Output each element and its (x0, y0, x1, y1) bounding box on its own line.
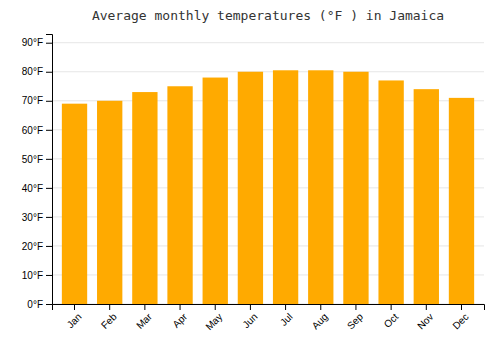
bar (238, 72, 263, 304)
y-tick-label: 70°F (22, 95, 43, 106)
y-tick-label: 20°F (22, 241, 43, 252)
y-tick: 60°F (22, 125, 52, 136)
y-tick: 70°F (22, 95, 52, 106)
x-tick-label: Aug (310, 311, 330, 331)
y-tick-label: 50°F (22, 154, 43, 165)
x-tick-label: Dec (450, 311, 470, 331)
y-tick-mark (46, 43, 52, 44)
x-tick-label: Oct (382, 311, 401, 330)
bar (132, 92, 157, 304)
y-tick-mark (46, 101, 52, 102)
x-tick-mark (355, 304, 356, 310)
bar (167, 86, 192, 304)
y-axis-line (46, 35, 53, 305)
grid (52, 43, 484, 304)
x-tick-mark (391, 304, 392, 310)
x-tick-label: Jan (65, 311, 84, 330)
x-axis-line (53, 305, 485, 311)
title: Average monthly temperatures (°F ) in Ja… (92, 8, 444, 23)
x-tick: Sep (345, 304, 366, 331)
y-tick-label: 60°F (22, 125, 43, 136)
x-tick: Feb (99, 304, 119, 331)
bar (273, 70, 298, 304)
y-tick-label: 10°F (22, 270, 43, 281)
x-axis: Jan Feb Mar Apr May Jun Jul Aug Sep Oct Nov Dec (53, 304, 485, 332)
x-tick-label: Nov (415, 311, 435, 331)
y-tick-label: 90°F (22, 37, 43, 48)
x-tick-label: Jul (278, 311, 295, 328)
y-tick-mark (46, 130, 52, 131)
bar (378, 80, 403, 304)
x-tick: Aug (310, 304, 330, 331)
x-tick: May (203, 304, 224, 332)
x-tick: Apr (170, 304, 189, 330)
x-tick-label: May (203, 311, 224, 332)
y-tick: 10°F (22, 270, 52, 281)
bar (203, 78, 228, 304)
x-tick-label: Apr (170, 311, 189, 330)
x-tick-mark (285, 304, 286, 310)
y-tick: 40°F (22, 183, 52, 194)
x-tick: Mar (134, 304, 154, 331)
bar (414, 89, 439, 304)
x-tick-mark (426, 304, 427, 310)
y-tick: 30°F (22, 212, 52, 223)
x-tick-label: Sep (345, 311, 366, 332)
x-tick-mark (215, 304, 216, 310)
bar (449, 98, 474, 304)
x-tick-label: Mar (134, 311, 154, 331)
x-tick-mark (144, 304, 145, 310)
y-tick-mark (46, 188, 52, 189)
y-tick-label: 30°F (22, 212, 43, 223)
x-tick: Oct (382, 304, 401, 330)
x-tick-mark (320, 304, 321, 310)
y-tick-label: 80°F (22, 66, 43, 77)
y-tick: 90°F (22, 37, 52, 48)
y-tick-mark (46, 217, 52, 218)
x-tick-label: Jun (240, 311, 259, 330)
plot: 0°F 10°F 20°F 30°F 40°F 50°F 60°F 70°F 80°F 90°F J… (22, 35, 485, 333)
x-tick: Jun (240, 304, 259, 330)
bar (62, 104, 87, 304)
bar (308, 70, 333, 304)
x-tick-mark (180, 304, 181, 310)
y-tick: 20°F (22, 241, 52, 252)
y-tick-mark (46, 304, 52, 305)
y-tick-mark (46, 72, 52, 73)
y-tick: 50°F (22, 154, 52, 165)
x-tick: Jan (65, 304, 84, 330)
x-tick-mark (74, 304, 75, 310)
grid-line (52, 42, 484, 43)
y-tick-label: 0°F (27, 299, 43, 310)
x-tick: Dec (450, 304, 470, 331)
y-tick-label: 40°F (22, 183, 43, 194)
bar (97, 101, 122, 304)
y-tick: 80°F (22, 66, 52, 77)
y-axis: 0°F 10°F 20°F 30°F 40°F 50°F 60°F 70°F 80°F 90°F (22, 35, 53, 310)
y-tick-mark (46, 246, 52, 247)
y-tick-mark (46, 275, 52, 276)
grid-line (52, 71, 484, 72)
x-tick-mark (250, 304, 251, 310)
y-tick: 0°F (27, 299, 52, 310)
x-tick-label: Feb (99, 311, 119, 331)
bar (343, 72, 368, 304)
x-tick: Jul (278, 304, 295, 328)
chart: 0°F 10°F 20°F 30°F 40°F 50°F 60°F 70°F 80°F 90°F J… (0, 0, 500, 350)
x-tick-mark (109, 304, 110, 310)
bars (62, 70, 474, 304)
x-tick-mark (461, 304, 462, 310)
x-tick: Nov (415, 304, 435, 331)
y-tick-mark (46, 159, 52, 160)
